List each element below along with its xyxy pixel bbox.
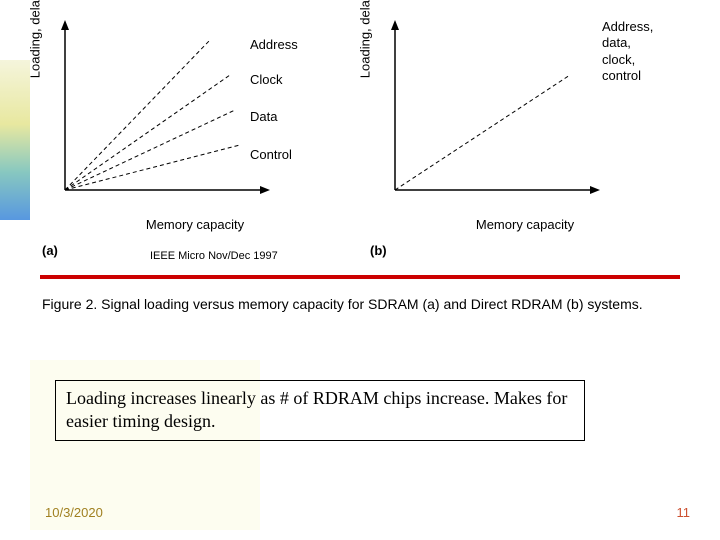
chart-b-x-label: Memory capacity [476, 217, 574, 232]
citation-text: IEEE Micro Nov/Dec 1997 [150, 250, 278, 262]
chart-a-x-label: Memory capacity [146, 217, 244, 232]
chart-b-area: Loading, delay Memory capacity Address, … [370, 15, 680, 210]
callout-box: Loading increases linearly as # of RDRAM… [55, 380, 585, 441]
footer-page: 11 [677, 505, 691, 520]
chart-a-svg [40, 15, 350, 210]
chart-a-label-address: Address [250, 37, 298, 52]
footer-date: 10/3/2020 [45, 505, 103, 520]
panel-a-label: (a) [42, 243, 58, 258]
chart-a-area: Loading, delay Memory capacity Address C… [40, 15, 350, 210]
red-underline [40, 275, 680, 279]
chart-a-label-clock: Clock [250, 72, 283, 87]
chart-b-block: Loading, delay Memory capacity Address, … [370, 15, 680, 210]
chart-a-y-label: Loading, delay [28, 0, 43, 78]
chart-b-y-label: Loading, delay [358, 0, 373, 78]
charts-container: Loading, delay Memory capacity Address C… [40, 15, 700, 210]
figure-caption: Figure 2. Signal loading versus memory c… [42, 295, 682, 315]
panel-b-label: (b) [370, 243, 387, 258]
chart-a-label-data: Data [250, 109, 277, 124]
chart-b-combined-label: Address, data, clock, control [602, 19, 653, 84]
chart-a-label-control: Control [250, 147, 292, 162]
chart-a-block: Loading, delay Memory capacity Address C… [40, 15, 350, 210]
slide-gradient-bar [0, 60, 30, 220]
